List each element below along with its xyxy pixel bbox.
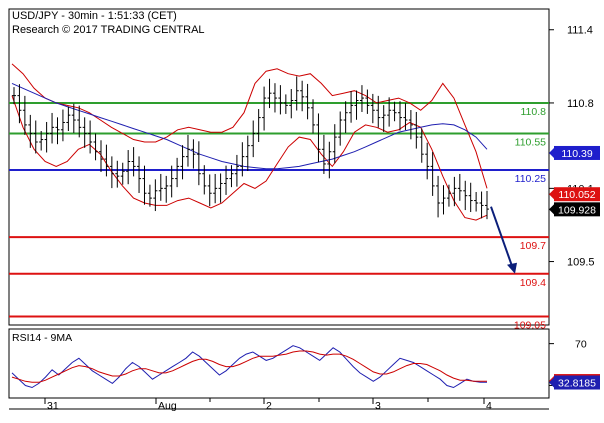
bollinger-lower-line bbox=[11, 95, 488, 221]
moving-average-line bbox=[11, 82, 488, 170]
chart-title: USD/JPY - 30min - 1:51:33 (CET) bbox=[12, 10, 177, 22]
level-label: 110.8 bbox=[521, 106, 547, 118]
price-tag-label: 109.928 bbox=[558, 204, 596, 216]
price-tag bbox=[554, 145, 600, 160]
x-axis-tick-label: 3 bbox=[375, 400, 381, 412]
bollinger-upper-line bbox=[11, 63, 488, 189]
rsi-value-tag bbox=[554, 375, 600, 390]
rsi-title: RSI14 - 9MA bbox=[12, 332, 72, 344]
price-tag-pointer bbox=[549, 147, 554, 158]
x-axis-tick-label: 31 bbox=[47, 400, 59, 412]
price-tag-label: 110.052 bbox=[558, 189, 595, 201]
forecast-arrow-head bbox=[507, 262, 517, 274]
price-tag bbox=[554, 202, 600, 217]
x-axis-tick-label: 4 bbox=[486, 400, 492, 412]
main-panel-frame bbox=[8, 8, 550, 326]
level-label: 109.4 bbox=[520, 277, 546, 289]
rsi-axis-tick-label: 70 bbox=[575, 339, 587, 351]
forecast-arrow-line bbox=[490, 206, 514, 270]
x-axis-tick-label: 2 bbox=[266, 400, 272, 412]
rsi-series-rsi14 bbox=[11, 345, 487, 389]
copyright-text: Research © 2017 TRADING CENTRAL bbox=[12, 24, 205, 36]
price-tag-pointer bbox=[549, 204, 554, 215]
price-tag-pointer bbox=[549, 189, 554, 200]
rsi-series-ma9 bbox=[11, 350, 487, 383]
x-axis-tick-label: Aug bbox=[158, 400, 177, 412]
price-tag-label: 110.39 bbox=[561, 148, 592, 160]
level-label: 109.7 bbox=[520, 240, 546, 252]
price-tag bbox=[554, 187, 600, 202]
rsi-value-tag-label: 32.8185 bbox=[558, 378, 596, 390]
y-axis-tick-label: 109.5 bbox=[567, 257, 595, 269]
y-axis-tick-label: 110.8 bbox=[567, 98, 594, 110]
y-axis-tick-label: 111.4 bbox=[567, 25, 593, 37]
level-label: 110.25 bbox=[515, 173, 546, 185]
level-label: 109.05 bbox=[514, 319, 546, 331]
level-label: 110.55 bbox=[515, 136, 546, 148]
rsi-panel-frame bbox=[8, 328, 550, 399]
rsi-value-tag-pointer bbox=[549, 377, 554, 388]
